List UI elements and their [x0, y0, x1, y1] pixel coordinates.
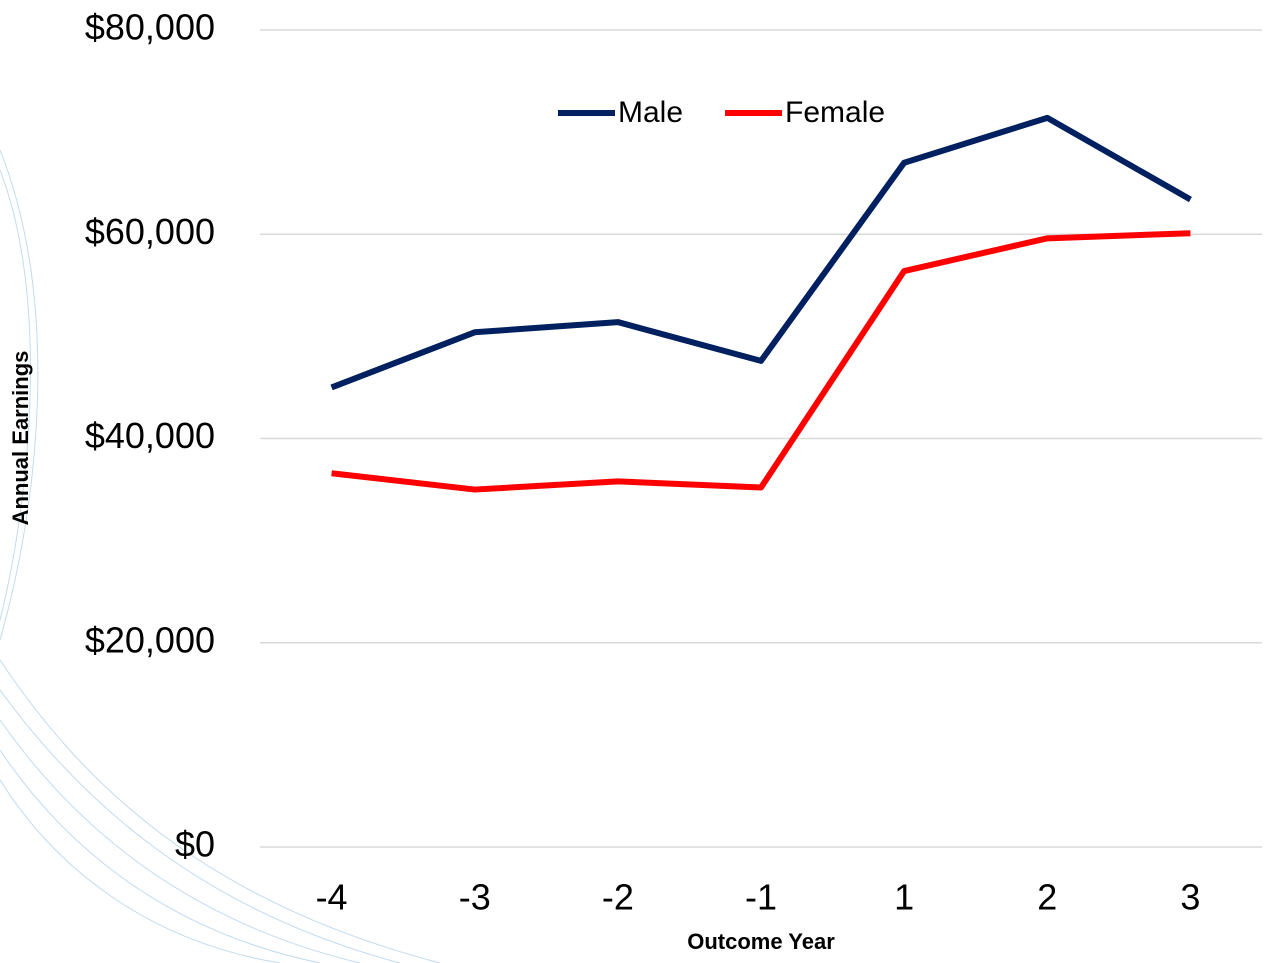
x-axis-title: Outcome Year — [687, 929, 835, 954]
x-tick-label: 3 — [1180, 877, 1200, 918]
legend-label: Male — [618, 96, 683, 129]
y-tick-label: $80,000 — [85, 7, 215, 48]
x-tick-label: -3 — [459, 877, 491, 918]
x-tick-label: -2 — [602, 877, 634, 918]
line-series — [330, 114, 1192, 391]
x-tick-label: 2 — [1037, 877, 1057, 918]
x-tick-label: 1 — [894, 877, 914, 918]
y-tick-label: $60,000 — [85, 211, 215, 252]
legend-label: Female — [785, 96, 885, 129]
y-tick-label: $40,000 — [85, 415, 215, 456]
y-tick-label: $20,000 — [85, 619, 215, 660]
background-waves — [0, 149, 441, 963]
y-tick-label: $0 — [175, 824, 215, 865]
line-series — [331, 230, 1191, 493]
x-tick-label: -1 — [745, 877, 777, 918]
y-axis-title: Annual Earnings — [8, 351, 33, 526]
x-tick-label: -4 — [316, 877, 348, 918]
